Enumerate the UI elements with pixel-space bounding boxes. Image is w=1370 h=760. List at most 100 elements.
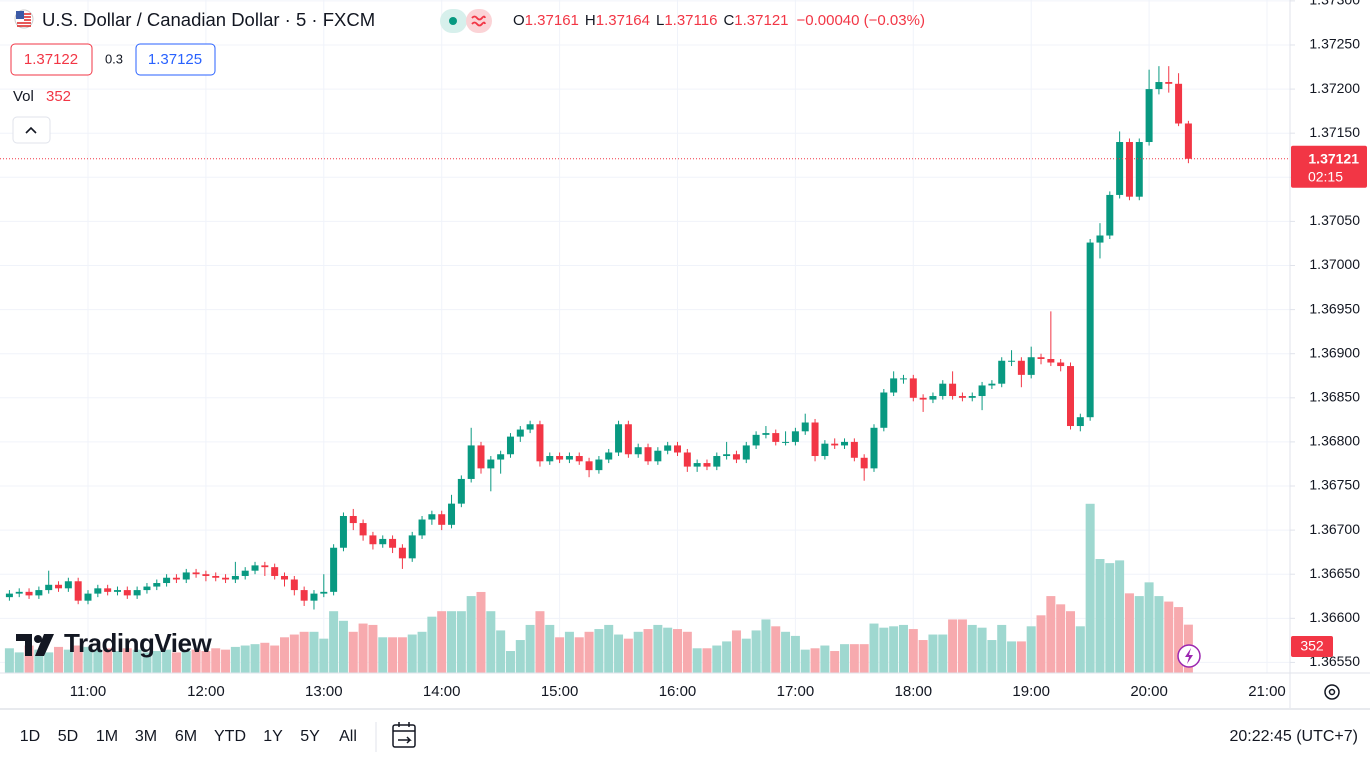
volume-bar	[908, 629, 918, 673]
volume-bar	[221, 649, 231, 673]
candle-body	[320, 591, 328, 594]
candle-body	[811, 422, 819, 457]
ask-price: 1.37125	[148, 51, 202, 68]
x-tick-label: 15:00	[541, 683, 579, 700]
candle-body	[104, 588, 112, 592]
logo-text: TradingView	[64, 628, 212, 658]
volume-badge-label: 352	[1300, 638, 1324, 654]
candle-body	[752, 434, 760, 446]
volume-bar	[781, 631, 791, 673]
candle-body	[703, 463, 711, 467]
y-tick-label: 1.36850	[1309, 389, 1360, 405]
candle-body	[271, 567, 279, 576]
volume-bar	[456, 611, 466, 673]
volume-bar	[771, 626, 781, 673]
volume-bar	[1075, 626, 1085, 673]
gear-ring	[1324, 684, 1340, 700]
volume-bar	[447, 611, 457, 673]
clock[interactable]: 20:22:45 (UTC+7)	[1229, 728, 1358, 745]
candle-body	[595, 459, 603, 471]
candle-body	[565, 456, 573, 460]
volume-bar	[555, 637, 565, 673]
buy-button[interactable]	[135, 43, 216, 76]
ohlc-value: 1.37164	[596, 12, 650, 29]
flag-stripes	[17, 13, 31, 27]
candle-body	[546, 456, 554, 462]
candle-body	[998, 360, 1006, 384]
candle-body	[163, 577, 171, 584]
candle-body	[1096, 235, 1104, 243]
x-tick-label: 20:00	[1130, 683, 1168, 700]
candle-body	[516, 429, 524, 437]
candle-body	[791, 431, 799, 442]
volume-bar	[417, 631, 427, 673]
volume-bar	[673, 629, 682, 673]
volume-bar	[1085, 503, 1095, 673]
x-tick-label: 19:00	[1012, 683, 1050, 700]
range-button[interactable]: 5D	[58, 728, 78, 745]
volume-bar	[329, 611, 339, 673]
volume-bar	[378, 637, 388, 673]
volume-bar	[938, 634, 948, 673]
status-dot	[449, 17, 457, 25]
candle-body	[1116, 142, 1124, 195]
candle-body	[968, 396, 976, 398]
volume-bar	[1105, 563, 1115, 673]
volume-bar	[682, 631, 692, 673]
volume-bar	[1066, 611, 1075, 673]
volume-bar	[830, 651, 840, 673]
collapse-icon	[25, 126, 37, 134]
volume-bar	[299, 631, 309, 673]
range-button[interactable]: 5Y	[300, 728, 320, 745]
range-button[interactable]: 1Y	[263, 728, 283, 745]
candle-body	[84, 593, 92, 601]
range-button[interactable]: 1M	[96, 728, 118, 745]
candle-body	[1155, 82, 1163, 90]
delayed-badge[interactable]	[466, 9, 492, 33]
symbol-title[interactable]: U.S. Dollar / Canadian Dollar · 5 · FXCM	[42, 9, 375, 30]
volume-bar	[564, 631, 574, 673]
last-price-badge	[1291, 145, 1367, 188]
candle-body	[35, 590, 43, 596]
flash-icon[interactable]	[1177, 644, 1201, 668]
volume-bar	[230, 646, 240, 673]
candle-body	[477, 445, 485, 469]
goto-date-button[interactable]	[392, 722, 416, 748]
delayed-icon	[471, 15, 486, 27]
y-tick-label: 1.37000	[1309, 256, 1360, 272]
collapse-button[interactable]	[12, 116, 51, 144]
candle-body	[222, 577, 230, 580]
range-button[interactable]: 6M	[175, 728, 197, 745]
candle-body	[742, 445, 750, 460]
range-button[interactable]: 3M	[135, 728, 157, 745]
candle-body	[929, 396, 937, 400]
volume-bar	[928, 634, 938, 673]
candle-body	[438, 514, 446, 525]
candle-body	[1067, 366, 1074, 427]
candle-body	[713, 456, 721, 467]
range-button[interactable]: YTD	[214, 728, 246, 745]
range-button[interactable]: 1D	[20, 728, 40, 745]
sell-button[interactable]	[10, 43, 93, 76]
candle-body	[251, 565, 259, 571]
candle-body	[231, 575, 239, 580]
range-button[interactable]: All	[339, 728, 357, 745]
volume-bar	[987, 640, 997, 673]
volume-bar	[702, 648, 712, 673]
x-tick-label: 17:00	[777, 683, 815, 700]
candle-body	[939, 383, 947, 397]
volume-bar	[211, 648, 221, 673]
settings-icon[interactable]	[1324, 684, 1340, 700]
candle-body	[634, 447, 642, 455]
change: −0.00040 (−0.03%)	[797, 12, 925, 29]
candle-body	[45, 584, 53, 591]
volume-bar	[54, 646, 64, 673]
volume-bar	[820, 645, 830, 673]
candle-body	[1047, 358, 1055, 363]
price-pane	[0, 66, 1290, 610]
volume-bar	[486, 611, 496, 673]
candle-body	[556, 456, 564, 460]
ohlc-values: O1.37161 H1.37164 L1.37116 C1.37121 −0.00040…	[513, 12, 925, 29]
y-tick-label: 1.36800	[1309, 433, 1360, 449]
